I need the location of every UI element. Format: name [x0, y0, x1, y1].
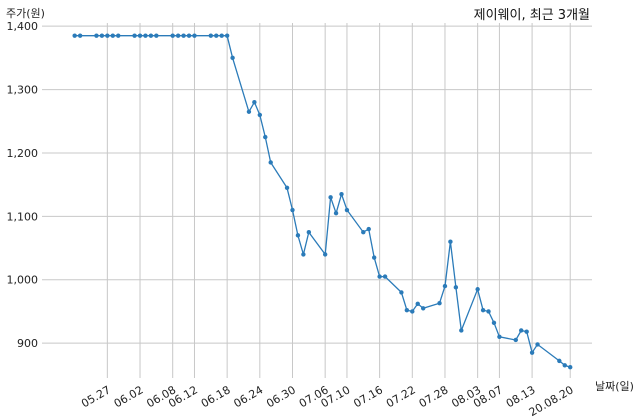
price-point: [344, 207, 350, 213]
y-tick-label: 1,100: [7, 210, 39, 223]
price-point: [143, 33, 148, 38]
x-tick-label: 06.24: [232, 383, 266, 410]
price-point: [208, 33, 214, 38]
price-point: [371, 255, 377, 260]
price-point: [186, 33, 192, 38]
price-point: [295, 233, 301, 238]
price-point: [410, 309, 415, 314]
y-axis-label: 주가(원): [6, 7, 45, 20]
price-point: [94, 33, 99, 38]
price-point: [132, 33, 137, 38]
price-point: [557, 358, 562, 364]
x-tick-label: 06.30: [264, 383, 298, 410]
y-tick-label: 900: [17, 337, 38, 350]
price-point: [377, 274, 382, 279]
price-point: [361, 229, 366, 235]
price-point: [453, 285, 459, 290]
price-point: [181, 33, 186, 38]
price-point: [524, 329, 529, 334]
price-point: [404, 307, 410, 313]
price-point: [486, 309, 491, 314]
price-point: [263, 134, 268, 140]
x-tick-label: 07.16: [351, 383, 385, 410]
chart-title: 제이웨이, 최근 3개월: [474, 8, 590, 23]
price-point: [268, 160, 273, 165]
price-point: [252, 100, 257, 105]
price-point: [437, 300, 442, 306]
price-point: [420, 306, 426, 311]
price-point: [562, 363, 567, 368]
price-point: [116, 33, 121, 38]
price-point: [322, 252, 328, 257]
y-tick-label: 1,400: [7, 20, 39, 33]
price-point: [219, 33, 224, 38]
price-point: [366, 226, 371, 232]
price-point: [339, 191, 344, 197]
price-point: [442, 283, 448, 289]
x-tick-label: 06.02: [112, 383, 146, 410]
x-tick-label: 06.18: [199, 383, 233, 410]
y-tick-label: 1,000: [7, 274, 39, 287]
price-point: [224, 33, 230, 38]
price-point: [99, 33, 105, 38]
price-point: [459, 328, 464, 333]
price-series-line: [74, 35, 571, 368]
price-point: [529, 350, 535, 355]
y-tick-label: 1,300: [7, 84, 39, 97]
price-point: [415, 301, 420, 307]
x-tick-label: 07.22: [384, 383, 418, 410]
price-point: [154, 33, 159, 38]
price-point: [497, 334, 502, 339]
price-point: [137, 33, 143, 38]
price-point: [568, 365, 573, 370]
price-point: [214, 33, 219, 38]
x-tick-label: 05.27: [79, 383, 113, 410]
price-point: [382, 274, 388, 279]
price-point: [333, 210, 339, 216]
price-point: [448, 239, 453, 244]
price-point: [257, 112, 263, 118]
price-point: [290, 207, 295, 213]
price-point: [301, 252, 306, 257]
x-axis-label: 날짜(일): [595, 379, 634, 393]
price-point: [246, 109, 252, 114]
price-point: [170, 33, 175, 38]
x-tick-label: 07.28: [417, 383, 451, 410]
price-point: [475, 287, 480, 292]
price-point: [535, 342, 540, 347]
price-point: [110, 33, 115, 38]
price-point: [519, 328, 524, 333]
price-point: [284, 185, 290, 191]
price-point: [513, 337, 518, 343]
price-point: [480, 307, 486, 313]
price-point: [192, 33, 197, 38]
price-point: [72, 33, 77, 38]
price-point: [175, 33, 181, 38]
price-point: [306, 229, 312, 235]
price-point: [491, 320, 497, 326]
price-point: [230, 55, 235, 61]
y-tick-label: 1,200: [7, 147, 39, 160]
price-point: [328, 195, 333, 200]
price-point: [399, 290, 404, 295]
price-point: [148, 33, 154, 38]
price-point: [77, 33, 83, 38]
price-point: [105, 33, 110, 38]
